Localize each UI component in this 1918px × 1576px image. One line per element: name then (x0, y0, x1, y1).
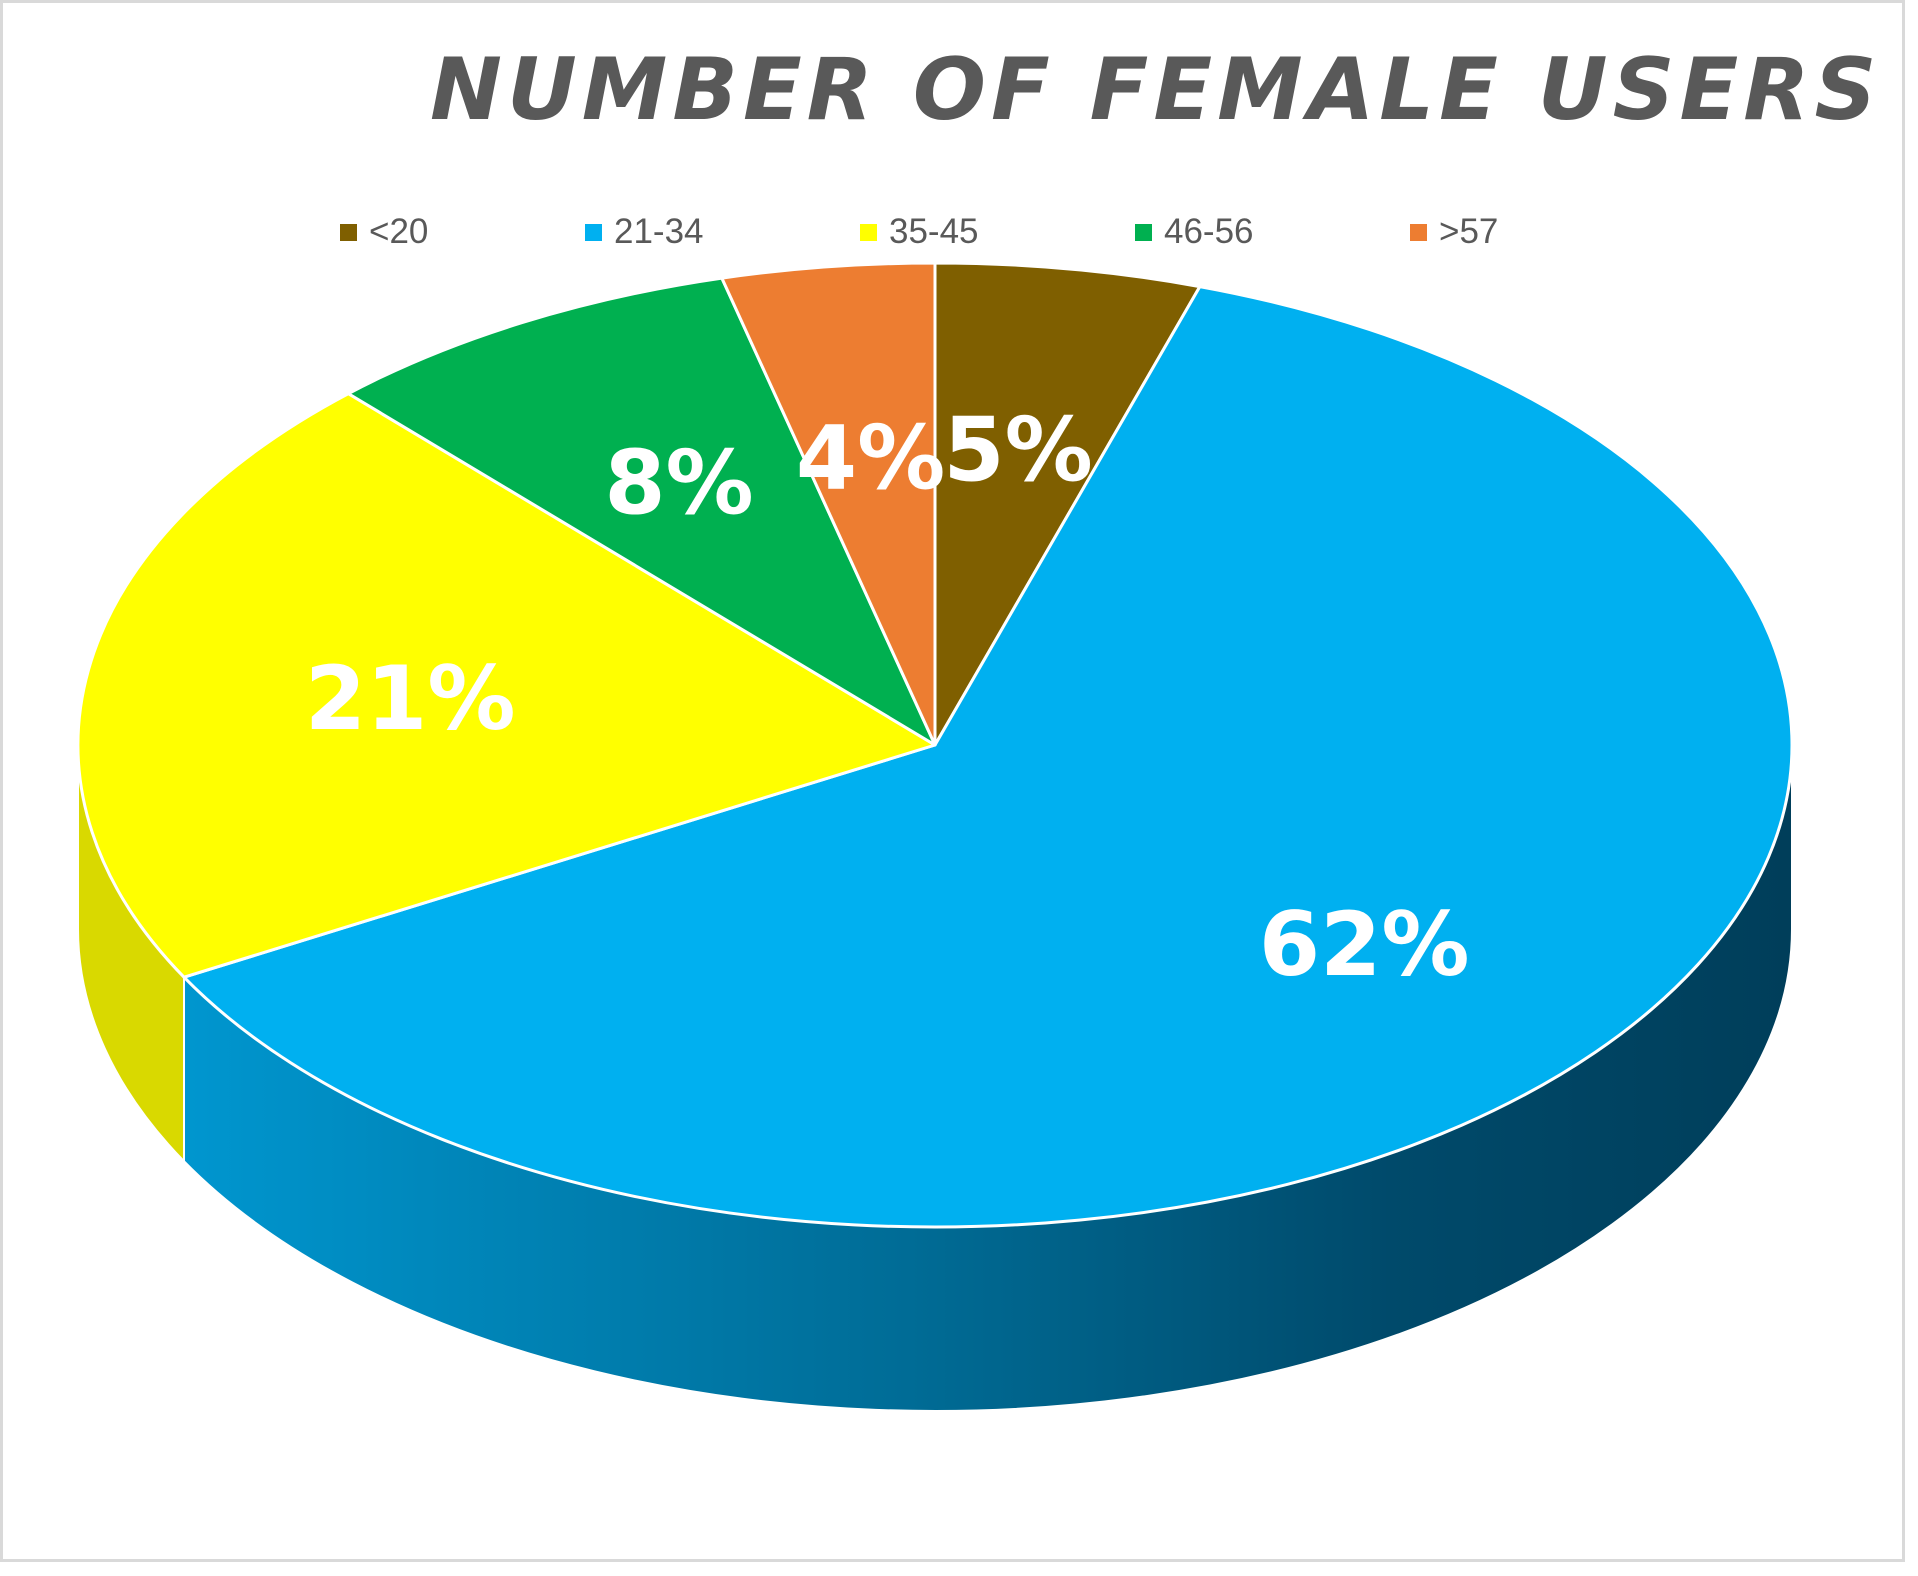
legend-swatch (1135, 223, 1152, 241)
legend-item-lt20: <20 (340, 212, 428, 252)
chart-title: NUMBER OF FEMALE USERS (430, 40, 1882, 140)
pie-tops (76, 261, 1794, 1229)
pie-slice-gt57 (720, 261, 937, 747)
slice-label-gt57: 4% (796, 407, 945, 510)
legend-label: 46-56 (1164, 212, 1254, 251)
legend-swatch (1410, 223, 1427, 241)
slice-label-lt20: 5% (943, 398, 1092, 501)
pie-slice-21-34 (182, 285, 1794, 1229)
slice-label-21-34: 62% (1259, 893, 1470, 996)
legend-item-21-34: 21-34 (585, 212, 704, 252)
slice-label-46-56: 8% (604, 432, 753, 535)
slice-label-35-45: 21% (305, 647, 516, 750)
legend-swatch (860, 223, 877, 241)
legend-label: 21-34 (614, 212, 704, 251)
legend-item-35-45: 35-45 (860, 212, 979, 252)
pie-slice-lt20 (933, 261, 1202, 747)
legend-label: <20 (369, 212, 429, 251)
pie-slice-35-45 (76, 392, 937, 979)
pie-slice-46-56 (346, 276, 937, 747)
legend-item-46-56: 46-56 (1135, 212, 1254, 252)
legend-item-gt57: >57 (1410, 212, 1498, 252)
legend-swatch (585, 223, 602, 241)
legend-label: >57 (1439, 212, 1499, 251)
pie-labels: 5% 62% 21% 8% 4% (305, 398, 1470, 996)
legend-swatch (340, 223, 357, 241)
legend-label: 35-45 (889, 212, 979, 251)
